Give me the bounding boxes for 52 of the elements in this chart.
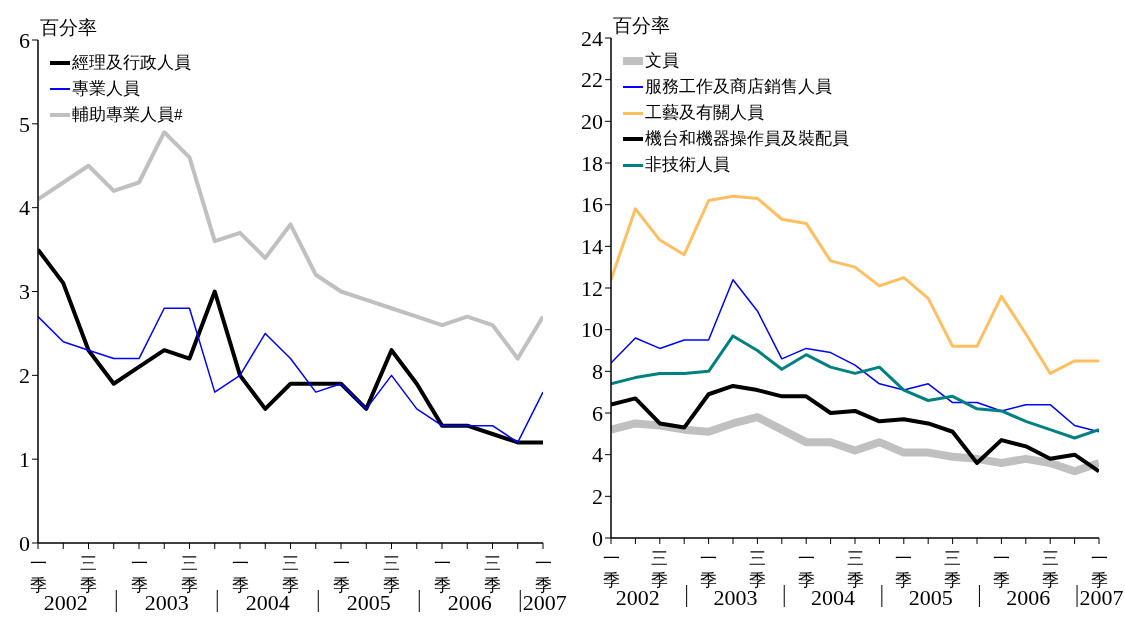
legend-label: 經理及行政人員 — [72, 52, 191, 74]
y-tick-label: 16 — [581, 192, 603, 218]
legend-label: 非技術人員 — [645, 154, 730, 176]
legend-label: 文員 — [645, 50, 679, 72]
y-axis-title: 百分率 — [613, 15, 670, 36]
y-tick-label: 6 — [592, 400, 603, 426]
x-tick-label: 三季 — [484, 554, 501, 595]
y-tick-label: 12 — [581, 275, 603, 301]
x-tick-label: 三季 — [282, 554, 299, 595]
x-tick-label: 一季 — [332, 554, 350, 595]
y-tick-label: 18 — [581, 150, 603, 176]
x-tick-label: 一季 — [1090, 549, 1108, 590]
x-tick-label: 一季 — [534, 554, 552, 595]
y-tick-label: 5 — [19, 111, 30, 137]
y-tick-label: 24 — [581, 25, 603, 51]
x-tick-label: 一季 — [602, 549, 620, 590]
legend-label: 專業人員 — [72, 78, 140, 100]
line-series — [38, 130, 543, 361]
y-tick-label: 1 — [19, 446, 30, 472]
y-tick-label: 10 — [581, 317, 603, 343]
x-tick-label: 一季 — [29, 554, 47, 595]
y-tick-label: 14 — [581, 234, 603, 260]
y-tick-label: 2 — [19, 363, 30, 389]
y-tick-label: 2 — [592, 484, 603, 510]
x-tick-label: 一季 — [433, 554, 451, 595]
y-tick-label: 22 — [581, 67, 603, 93]
y-tick-label: 8 — [592, 359, 603, 385]
y-tick-label: 4 — [592, 442, 603, 468]
x-tick-label: 三季 — [80, 554, 97, 595]
x-tick-label: 一季 — [992, 549, 1010, 590]
legend-label: 服務工作及商店銷售人員 — [645, 76, 832, 98]
y-tick-label: 3 — [19, 279, 30, 305]
x-tick-label: 一季 — [797, 549, 815, 590]
x-tick-label: 一季 — [231, 554, 249, 595]
line-series — [611, 278, 1099, 433]
legend-label: 工藝及有關人員 — [645, 102, 764, 124]
legend-label: 輔助專業人員# — [72, 104, 183, 126]
line-series — [611, 194, 1099, 375]
line-series — [611, 334, 1099, 440]
x-tick-label: 一季 — [895, 549, 913, 590]
y-axis-title: 百分率 — [40, 17, 97, 38]
y-tick-label: 0 — [19, 530, 30, 556]
x-tick-label: 三季 — [383, 554, 400, 595]
x-tick-label: 三季 — [181, 554, 198, 595]
y-tick-label: 6 — [19, 27, 30, 53]
legend-label: 機台和機器操作員及裝配員 — [645, 128, 849, 150]
x-tick-label: 一季 — [700, 549, 718, 590]
y-tick-label: 0 — [592, 525, 603, 551]
x-tick-label: 一季 — [130, 554, 148, 595]
y-tick-label: 4 — [19, 195, 30, 221]
line-series — [38, 307, 543, 444]
y-tick-label: 20 — [581, 109, 603, 135]
